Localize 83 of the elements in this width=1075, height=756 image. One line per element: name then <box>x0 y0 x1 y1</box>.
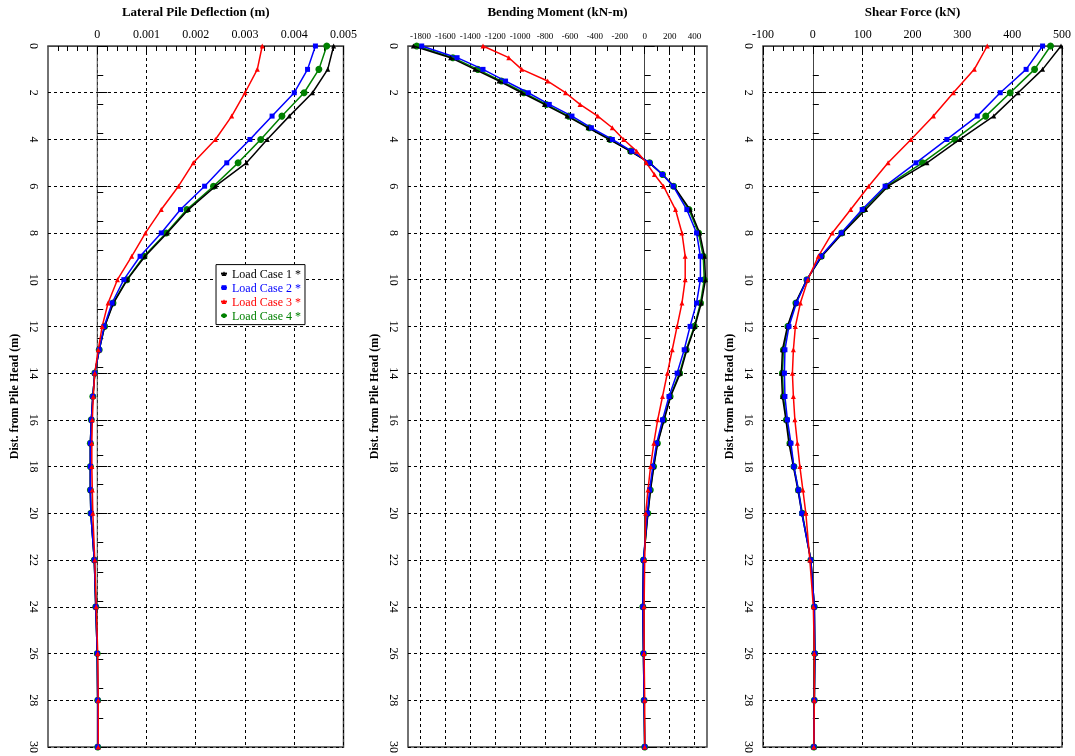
x-tick-label: 0.001 <box>133 27 160 41</box>
x-tick-label: -1800 <box>409 30 432 41</box>
x-axis-title: Bending Moment (kN-m) <box>487 4 628 19</box>
x-axis-title: Lateral Pile Deflection (m) <box>121 4 270 19</box>
y-axis-title: Dist. from Pile Head (m) <box>367 333 381 460</box>
y-tick-label: 2 <box>387 89 401 96</box>
x-tick-label: 400 <box>687 30 702 41</box>
y-tick-label: 28 <box>387 694 401 707</box>
x-tick-label: 200 <box>662 30 677 41</box>
x-tick-label: -100 <box>752 27 774 41</box>
y-tick-label: 22 <box>742 554 756 567</box>
y-tick-label: 16 <box>387 413 401 426</box>
y-tick-label: 16 <box>742 413 756 426</box>
y-tick-label: 6 <box>27 183 41 190</box>
y-tick-label: 22 <box>387 554 401 567</box>
y-tick-label: 30 <box>742 741 756 753</box>
x-tick-label: 100 <box>853 27 872 41</box>
y-tick-label: 4 <box>387 136 401 143</box>
y-tick-label: 0 <box>742 43 756 49</box>
x-tick-label: 0.005 <box>330 27 357 41</box>
x-tick-label: 0.002 <box>182 27 210 41</box>
x-tick-label: 300 <box>953 27 972 41</box>
y-tick-label: 10 <box>742 273 756 286</box>
x-tick-label: 0 <box>809 27 816 41</box>
y-tick-label: 26 <box>742 647 756 660</box>
x-tick-label: -1400 <box>459 30 482 41</box>
x-axis-title: Shear Force (kN) <box>864 4 961 19</box>
y-tick-label: 8 <box>387 229 401 236</box>
y-tick-label: 30 <box>387 741 401 753</box>
y-tick-label: 18 <box>387 460 401 473</box>
x-tick-label: -1000 <box>509 30 532 41</box>
x-tick-label: -200 <box>611 30 629 41</box>
y-tick-label: 18 <box>27 460 41 473</box>
legend-label: Load Case 4 * <box>232 308 301 323</box>
y-tick-label: 12 <box>742 320 756 333</box>
y-tick-label: 12 <box>387 320 401 333</box>
x-tick-label: 0.003 <box>231 27 259 41</box>
y-tick-label: 26 <box>27 647 41 660</box>
legend-label: Load Case 2 * <box>232 280 301 295</box>
y-tick-label: 2 <box>742 89 756 96</box>
x-tick-label: 0 <box>94 27 101 41</box>
y-tick-label: 0 <box>387 43 401 49</box>
y-tick-label: 20 <box>27 507 41 520</box>
y-tick-label: 24 <box>387 600 401 613</box>
y-tick-label: 6 <box>387 183 401 190</box>
y-tick-label: 10 <box>27 273 41 286</box>
x-tick-label: 200 <box>903 27 922 41</box>
y-tick-label: 12 <box>27 320 41 333</box>
y-tick-label: 10 <box>387 273 401 286</box>
legend-label: Load Case 1 * <box>232 266 301 281</box>
y-tick-label: 16 <box>27 413 41 426</box>
y-tick-label: 0 <box>27 43 41 49</box>
y-tick-label: 20 <box>742 507 756 520</box>
y-tick-label: 20 <box>387 507 401 520</box>
legend-label: Load Case 3 * <box>232 294 301 309</box>
y-tick-label: 8 <box>27 229 41 236</box>
y-tick-label: 22 <box>27 554 41 567</box>
y-tick-label: 8 <box>742 229 756 236</box>
y-axis-title: Dist. from Pile Head (m) <box>722 333 736 460</box>
y-tick-label: 24 <box>27 600 41 613</box>
x-tick-label: -1200 <box>484 30 507 41</box>
y-tick-label: 18 <box>742 460 756 473</box>
y-tick-label: 4 <box>742 136 756 143</box>
x-tick-label: -1600 <box>434 30 457 41</box>
y-tick-label: 4 <box>27 136 41 143</box>
y-tick-label: 14 <box>387 367 401 380</box>
y-axis-title: Dist. from Pile Head (m) <box>7 333 21 460</box>
y-tick-label: 30 <box>27 741 41 753</box>
x-tick-label: 0.004 <box>280 27 308 41</box>
x-tick-label: 0 <box>642 30 648 41</box>
y-tick-label: 2 <box>27 89 41 96</box>
x-tick-label: 500 <box>1053 27 1071 41</box>
y-tick-label: 26 <box>387 647 401 660</box>
y-tick-label: 14 <box>27 367 41 380</box>
x-tick-label: 400 <box>1003 27 1022 41</box>
y-tick-label: 6 <box>742 183 756 190</box>
x-tick-label: -400 <box>586 30 604 41</box>
x-tick-label: -800 <box>536 30 554 41</box>
y-tick-label: 28 <box>27 694 41 707</box>
y-tick-label: 28 <box>742 694 756 707</box>
y-tick-label: 14 <box>742 367 756 380</box>
x-tick-label: -600 <box>561 30 579 41</box>
y-tick-label: 24 <box>742 600 756 613</box>
